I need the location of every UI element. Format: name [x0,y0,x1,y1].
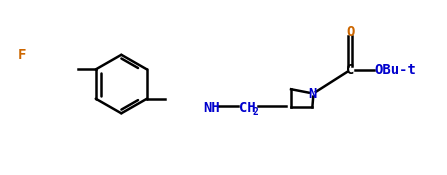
Text: OBu-t: OBu-t [375,63,417,77]
Text: CH: CH [239,101,256,115]
Text: N: N [308,86,316,100]
Text: F: F [17,48,26,62]
Text: O: O [346,25,354,39]
Text: NH: NH [203,101,220,115]
Text: 2: 2 [253,107,259,117]
Text: C: C [346,63,354,77]
